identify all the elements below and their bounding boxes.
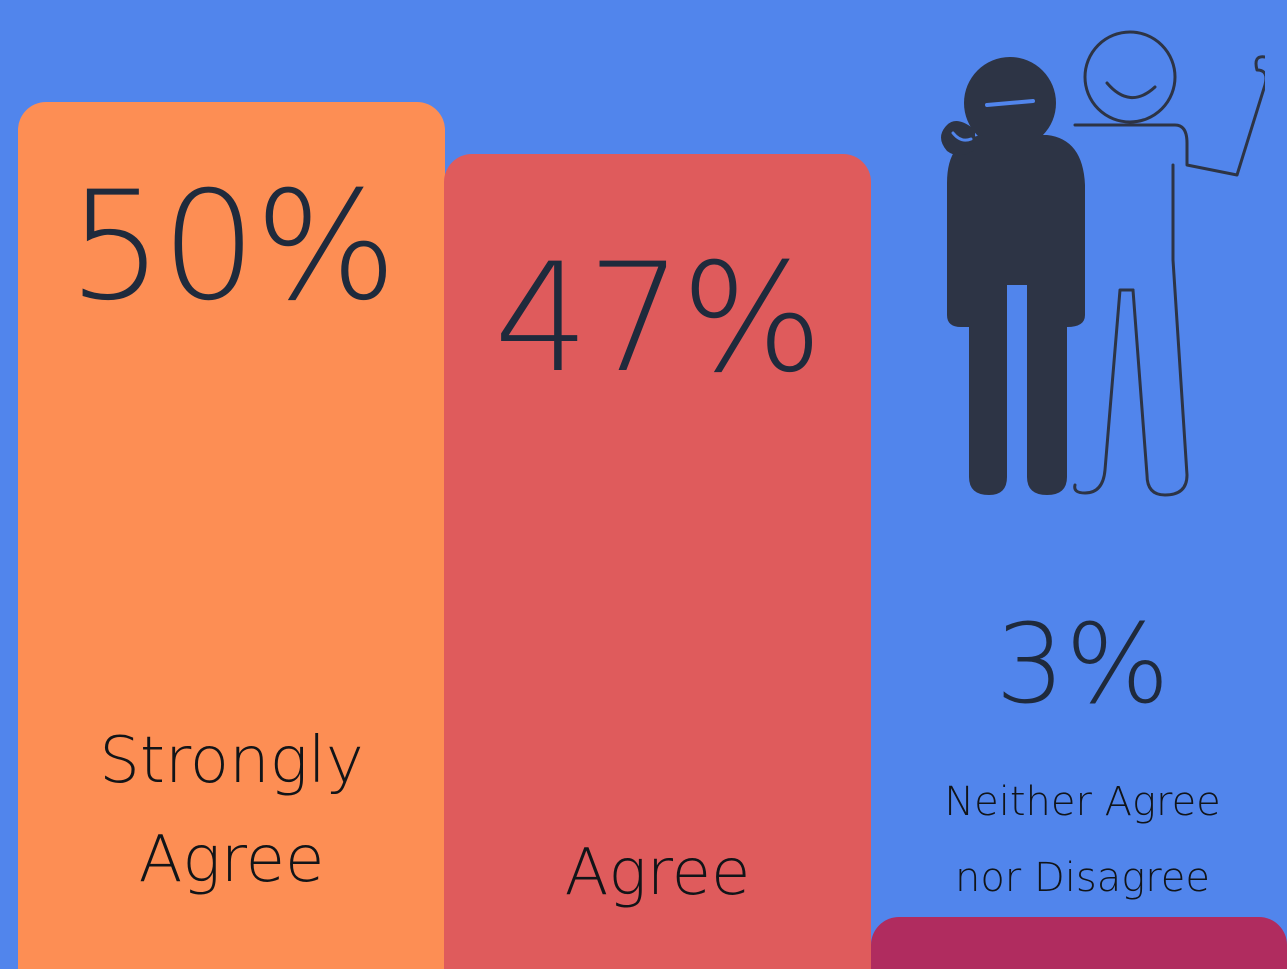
category-label-line: Strongly [99,724,364,798]
category-label-neither: Neither Agree nor Disagree [895,764,1270,916]
solid-friend-figure [941,57,1085,495]
category-label-line: Neither Agree [944,779,1221,825]
outline-friend-figure [1073,30,1265,497]
value-label-agree: 47% [493,232,823,407]
category-label-line: nor Disagree [954,855,1211,901]
category-label-line: Agree [564,836,751,911]
bar-strongly-agree: 50% Strongly Agree [18,102,445,969]
bar-agree: 47% Agree [444,154,871,969]
category-label-strongly-agree: Strongly Agree [18,712,445,910]
value-label-strongly-agree: 50% [67,160,397,334]
category-label-line: Agree [138,823,325,898]
value-label-neither: 3% [995,600,1170,728]
two-friends-icon [941,30,1265,497]
bar-neither-agree-nor-disagree [871,916,1287,969]
category-label-agree: Agree [444,824,871,923]
